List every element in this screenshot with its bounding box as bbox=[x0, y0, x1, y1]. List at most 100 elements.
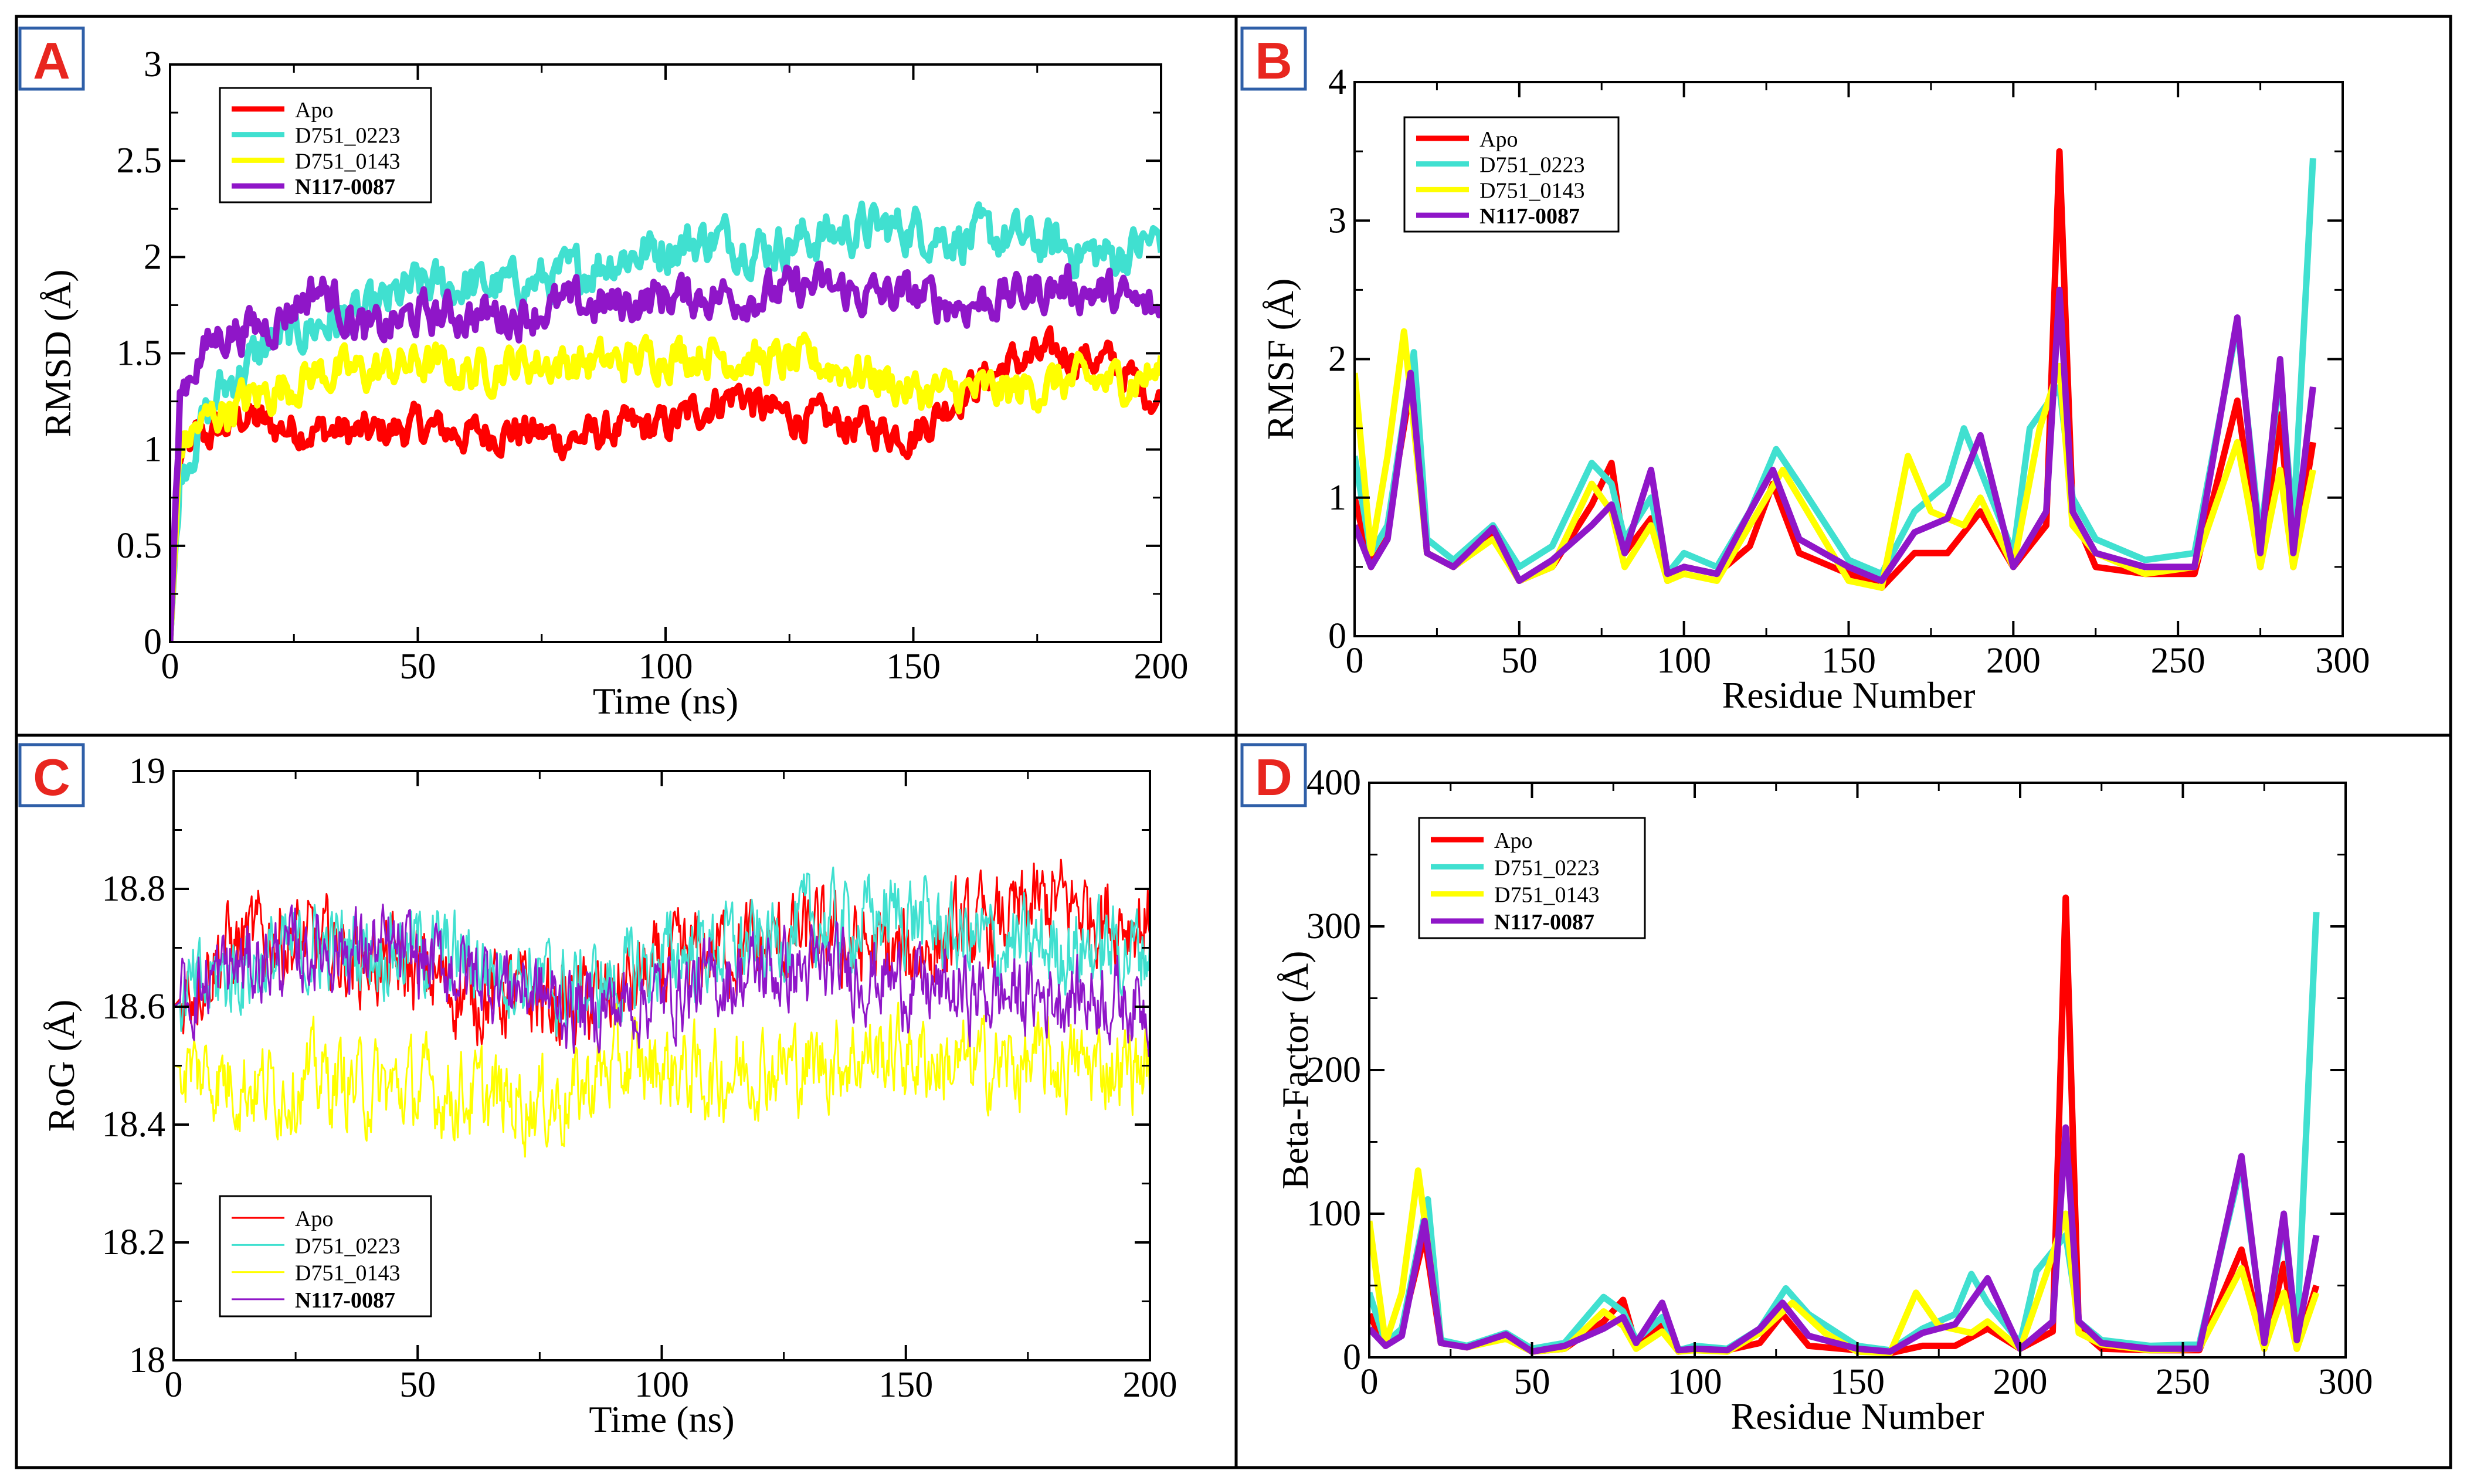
y-tick-label-c: 18.2 bbox=[102, 1222, 166, 1262]
legend-label-b: Apo bbox=[1479, 127, 1518, 152]
y-tick-label-a: 1.5 bbox=[117, 334, 162, 373]
y-tick-label-c: 18.8 bbox=[102, 869, 166, 909]
legend-label-b: D751_0223 bbox=[1479, 153, 1584, 178]
x-tick-label-b: 200 bbox=[1986, 641, 2041, 681]
panel-label-a: A bbox=[33, 32, 70, 90]
series-line-b-d751-0143 bbox=[1355, 328, 2316, 591]
legend-box-c bbox=[219, 1195, 432, 1317]
x-tick-label-c: 200 bbox=[1123, 1365, 1177, 1405]
x-tick-label-b: 250 bbox=[2151, 641, 2205, 681]
y-axis-label-a: RMSD (Å) bbox=[37, 269, 79, 437]
legend-label-d: D751_0143 bbox=[1494, 883, 1599, 908]
x-tick-label-c: 100 bbox=[634, 1365, 689, 1405]
x-tick-label-d: 50 bbox=[1514, 1362, 1550, 1402]
legend-label-c: Apo bbox=[295, 1207, 333, 1231]
legend-label-c: D751_0143 bbox=[295, 1261, 400, 1286]
y-tick-label-c: 18.4 bbox=[102, 1105, 166, 1145]
x-tick-label-d: 250 bbox=[2156, 1362, 2210, 1402]
x-tick-label-d: 200 bbox=[1993, 1362, 2048, 1402]
y-axis-label-c: RoG (Å) bbox=[40, 1000, 82, 1132]
panel-d-beta-factor: D 0 50 100 150 200 250 300 0 100 200 300 400 Residue … bbox=[1240, 743, 2373, 1437]
legend-label-d: Apo bbox=[1494, 828, 1532, 853]
y-tick-label-a: 2 bbox=[144, 237, 162, 277]
panel-c-rog: C 0 50 100 150 200 18 18.2 18.4 18.6 18.8 19 Time (n… bbox=[18, 743, 1177, 1440]
series-line-c-n117-0087 bbox=[174, 904, 1150, 1057]
y-tick-label-d: 300 bbox=[1307, 906, 1361, 946]
legend-label-a: Apo bbox=[295, 98, 333, 123]
series-line-c-d751-0223 bbox=[174, 866, 1150, 1037]
x-tick-label-a: 100 bbox=[639, 647, 693, 687]
legend-label-c: D751_0223 bbox=[295, 1234, 400, 1258]
x-tick-label-d: 300 bbox=[2319, 1362, 2373, 1402]
y-tick-label-c: 18.6 bbox=[102, 987, 166, 1027]
series-group-a bbox=[170, 201, 1161, 642]
legend-label-d: N117-0087 bbox=[1494, 910, 1594, 935]
x-axis-label-c: Time (ns) bbox=[589, 1398, 734, 1440]
x-tick-label-b: 150 bbox=[1821, 641, 1876, 681]
legend-label-b: N117-0087 bbox=[1479, 204, 1580, 229]
y-tick-label-d: 0 bbox=[1343, 1337, 1361, 1377]
legend-label-a: D751_0223 bbox=[295, 124, 400, 148]
y-tick-label-a: 0.5 bbox=[117, 526, 162, 566]
x-tick-label-a: 200 bbox=[1134, 647, 1189, 687]
series-line-b-n117-0087 bbox=[1355, 286, 2316, 584]
y-tick-label-c: 18 bbox=[129, 1340, 165, 1380]
x-tick-label-b: 0 bbox=[1346, 641, 1364, 681]
x-tick-label-c: 0 bbox=[165, 1365, 183, 1405]
series-group-b bbox=[1355, 148, 2316, 591]
y-tick-label-a: 1 bbox=[144, 430, 162, 470]
series-line-a-d751-0223 bbox=[170, 201, 1161, 642]
y-tick-label-a: 3 bbox=[144, 45, 162, 84]
y-tick-label-c: 19 bbox=[129, 751, 165, 791]
x-tick-label-a: 0 bbox=[161, 647, 179, 687]
y-tick-label-d: 200 bbox=[1307, 1050, 1361, 1090]
x-axis-label-b: Residue Number bbox=[1722, 674, 1976, 716]
y-tick-label-b: 1 bbox=[1328, 478, 1346, 518]
y-tick-label-d: 400 bbox=[1307, 763, 1361, 803]
x-tick-label-a: 50 bbox=[400, 647, 436, 687]
x-tick-label-b: 300 bbox=[2316, 641, 2370, 681]
y-tick-label-a: 2.5 bbox=[117, 141, 162, 181]
panel-label-box-c bbox=[18, 743, 85, 807]
panel-label-c: C bbox=[33, 748, 70, 806]
panel-label-box-d bbox=[1240, 743, 1307, 807]
panel-a-rmsd: A 0 50 100 150 200 0 0.5 1 1.5 2 2.5 3 Time (ns) RMSD … bbox=[18, 26, 1189, 722]
panel-label-box-a bbox=[18, 26, 85, 91]
series-line-a-d751-0143 bbox=[170, 331, 1161, 642]
y-tick-label-b: 3 bbox=[1328, 201, 1346, 240]
x-tick-label-b: 50 bbox=[1501, 641, 1538, 681]
y-tick-label-a: 0 bbox=[144, 622, 162, 662]
x-axis-label-d: Residue Number bbox=[1731, 1395, 1984, 1437]
x-tick-label-b: 100 bbox=[1657, 641, 1711, 681]
series-line-d-n117-0087 bbox=[1369, 1124, 2320, 1355]
panel-label-box-b bbox=[1240, 26, 1307, 91]
x-tick-label-a: 150 bbox=[886, 647, 941, 687]
series-group-d bbox=[1369, 894, 2320, 1357]
panel-frame-d bbox=[1234, 733, 2452, 1469]
legend-label-a: N117-0087 bbox=[295, 175, 395, 199]
x-tick-label-d: 0 bbox=[1360, 1362, 1379, 1402]
series-group-c bbox=[174, 858, 1150, 1158]
y-tick-label-b: 0 bbox=[1328, 616, 1346, 656]
x-tick-label-c: 150 bbox=[878, 1365, 933, 1405]
x-tick-label-d: 150 bbox=[1830, 1362, 1885, 1402]
x-tick-label-d: 100 bbox=[1668, 1362, 1722, 1402]
y-axis-label-d: Beta-Factor (Å) bbox=[1274, 951, 1316, 1190]
panel-label-d: D bbox=[1255, 748, 1292, 806]
legend-label-d: D751_0223 bbox=[1494, 855, 1599, 880]
legend-label-c: N117-0087 bbox=[295, 1288, 395, 1313]
y-tick-label-b: 4 bbox=[1328, 62, 1346, 102]
x-tick-label-c: 50 bbox=[399, 1365, 436, 1405]
y-tick-label-d: 100 bbox=[1307, 1194, 1361, 1234]
series-line-a-apo bbox=[170, 325, 1161, 642]
legend-label-b: D751_0143 bbox=[1479, 178, 1584, 203]
legend-label-a: D751_0143 bbox=[295, 149, 400, 174]
panel-label-b: B bbox=[1255, 32, 1292, 90]
x-axis-label-a: Time (ns) bbox=[593, 680, 738, 722]
series-line-a-n117-0087 bbox=[170, 260, 1161, 642]
y-tick-label-b: 2 bbox=[1328, 339, 1346, 379]
series-line-c-d751-0143 bbox=[174, 1001, 1150, 1158]
y-axis-label-b: RMSF (Å) bbox=[1260, 279, 1301, 440]
panel-b-rmsf: B 0 50 100 150 200 250 300 0 1 2 3 4 Residue Number RM… bbox=[1240, 26, 2370, 716]
